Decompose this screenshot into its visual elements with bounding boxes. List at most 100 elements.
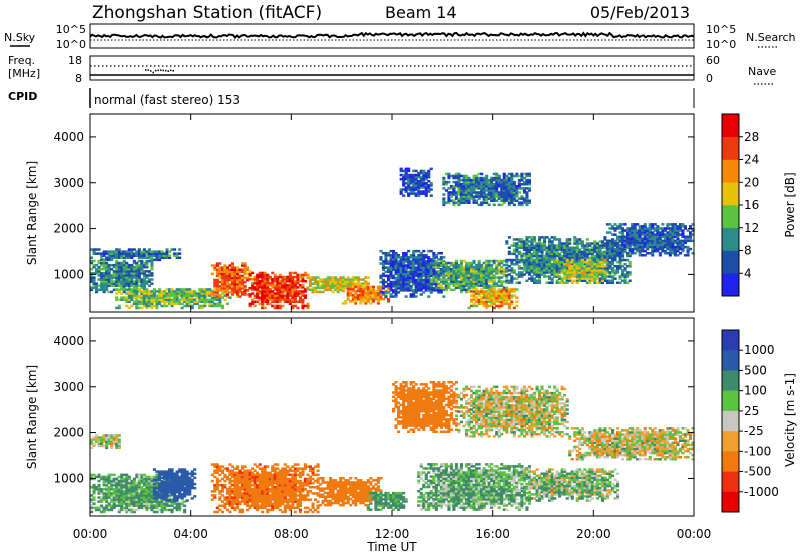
heatmap-cell — [271, 290, 275, 293]
heatmap-cell — [417, 175, 421, 179]
heatmap-cell — [449, 174, 453, 178]
heatmap-cell — [449, 282, 453, 285]
heatmap-cell — [203, 290, 207, 293]
heatmap-cell — [288, 290, 292, 293]
heatmap-cell — [236, 291, 240, 294]
heatmap-cell — [145, 477, 149, 481]
heatmap-cell — [95, 272, 99, 275]
heatmap-cell — [291, 290, 295, 293]
heatmap-cell — [633, 247, 637, 251]
heatmap-cell — [115, 446, 119, 450]
heatmap-cell — [278, 292, 282, 295]
heatmap-cell — [417, 194, 421, 197]
heatmap-cell — [261, 294, 265, 297]
heatmap-cell — [578, 265, 582, 268]
heatmap-cell — [480, 284, 484, 287]
heatmap-cell — [600, 256, 604, 260]
heatmap-cell — [150, 496, 154, 499]
heatmap-cell — [110, 504, 114, 507]
heatmap-cell — [507, 191, 511, 194]
heatmap-cell — [223, 280, 227, 284]
heatmap-cell — [147, 296, 151, 299]
heatmap-cell — [100, 258, 104, 262]
heatmap-cell — [142, 292, 146, 295]
heatmap-cell — [618, 227, 622, 230]
heatmap-cell — [112, 481, 116, 485]
heatmap-cell — [495, 296, 499, 299]
heatmap-cell — [180, 500, 184, 503]
heatmap-cell — [459, 187, 463, 190]
heatmap-cell — [147, 475, 151, 479]
heatmap-cell — [210, 302, 214, 306]
heatmap-cell — [205, 292, 209, 295]
heatmap-cell — [570, 248, 574, 251]
heatmap-cell — [618, 258, 622, 262]
heatmap-cell — [92, 496, 96, 499]
heatmap-cell — [301, 304, 305, 308]
heatmap-cell — [485, 187, 489, 190]
heatmap-cell — [613, 233, 617, 236]
heatmap-cell — [306, 306, 310, 310]
heatmap-cell — [412, 258, 416, 261]
heatmap-cell — [575, 254, 579, 258]
heatmap-cell — [170, 498, 174, 501]
heatmap-cell — [538, 244, 542, 247]
heatmap-cell — [225, 287, 229, 290]
heatmap-cell — [266, 277, 270, 281]
heatmap-cell — [616, 250, 620, 254]
heatmap-cell — [115, 256, 119, 259]
heatmap-cell — [631, 229, 635, 232]
heatmap-cell — [130, 510, 134, 514]
heatmap-cell — [470, 180, 474, 184]
heatmap-cell — [402, 289, 406, 292]
heatmap-cell — [107, 477, 111, 481]
heatmap-cell — [656, 233, 660, 236]
heatmap-cell — [251, 271, 255, 275]
heatmap-cell — [681, 223, 685, 226]
heatmap-cell — [616, 245, 620, 249]
heatmap-cell — [671, 223, 675, 226]
heatmap-cell — [281, 284, 285, 287]
heatmap-cell — [351, 293, 355, 297]
heatmap-cell — [565, 248, 569, 251]
heatmap-cell — [291, 294, 295, 297]
heatmap-cell — [485, 300, 489, 303]
heatmap-cell — [112, 280, 116, 283]
heatmap-cell — [145, 475, 149, 479]
heatmap-cell — [457, 272, 461, 275]
heatmap-cell — [218, 276, 222, 280]
heatmap-cell — [689, 247, 693, 251]
heatmap-cell — [419, 268, 423, 271]
heatmap-cell — [465, 199, 469, 202]
heatmap-cell — [193, 300, 197, 303]
heatmap-cell — [543, 265, 547, 268]
heatmap-cell — [130, 486, 134, 489]
heatmap-cell — [163, 294, 167, 297]
heatmap-cell — [459, 268, 463, 271]
heatmap-cell — [193, 290, 197, 293]
heatmap-cell — [442, 183, 446, 186]
heatmap-cell — [505, 183, 509, 186]
heatmap-cell — [621, 279, 625, 282]
heatmap-cell — [472, 282, 476, 285]
heatmap-cell — [329, 284, 333, 287]
heatmap-cell — [95, 436, 99, 439]
heatmap-cell — [130, 290, 134, 293]
heatmap-cell — [163, 290, 167, 293]
heatmap-cell — [648, 235, 652, 238]
heatmap-cell — [605, 271, 609, 274]
heatmap-cell — [480, 270, 484, 273]
heatmap-cell — [442, 178, 446, 182]
heatmap-cell — [236, 289, 240, 292]
heatmap-cell — [437, 263, 441, 267]
heatmap-cell — [150, 265, 154, 269]
heatmap-cell — [286, 294, 290, 297]
heatmap-cell — [125, 510, 129, 514]
heatmap-cell — [150, 508, 154, 512]
heatmap-cell — [160, 298, 164, 301]
heatmap-cell — [110, 483, 114, 487]
heatmap-cell — [565, 240, 569, 243]
heatmap-cell — [145, 270, 149, 273]
heatmap-cell — [291, 277, 295, 281]
heatmap-cell — [492, 278, 496, 281]
